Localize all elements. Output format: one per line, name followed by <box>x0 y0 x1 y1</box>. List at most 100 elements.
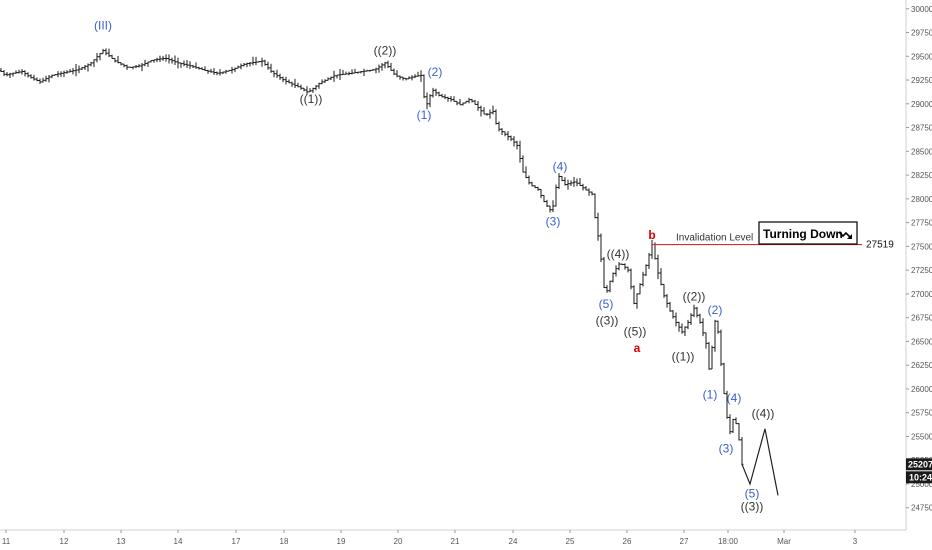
ohlc-bar <box>494 109 498 125</box>
ohlc-bar <box>173 55 177 65</box>
ohlc-bar <box>710 345 714 370</box>
ohlc-bar <box>605 285 609 293</box>
ohlc-bar <box>389 62 393 71</box>
y-tick-label: 25500 <box>911 432 932 441</box>
ohlc-bar <box>152 59 156 63</box>
invalidation-label: Invalidation Level <box>676 233 753 244</box>
ohlc-bars <box>0 48 744 466</box>
ohlc-bar <box>704 332 708 349</box>
y-tick-label: 29750 <box>911 29 932 38</box>
ohlc-bar <box>197 66 201 70</box>
ohlc-bar <box>17 69 21 74</box>
ohlc-bar <box>533 185 537 189</box>
ohlc-bar <box>134 65 138 69</box>
ohlc-bar <box>491 105 495 115</box>
ohlc-bar <box>59 71 63 77</box>
ohlc-bar <box>497 121 501 132</box>
ohlc-bar <box>641 271 645 287</box>
ohlc-bar <box>95 52 99 63</box>
ohlc-bar <box>371 68 375 71</box>
ohlc-bar <box>158 55 162 62</box>
ohlc-bar <box>287 79 291 84</box>
ohlc-bar <box>476 101 480 111</box>
ohlc-bar <box>644 264 648 277</box>
ohlc-bar <box>35 77 39 82</box>
ohlc-bar <box>632 285 636 305</box>
ohlc-bar <box>179 62 183 68</box>
ohlc-bar <box>560 175 564 182</box>
ohlc-bar <box>677 321 681 332</box>
ohlc-bar <box>257 60 261 63</box>
arrow-head-icon <box>847 234 852 239</box>
y-tick-label: 26500 <box>911 337 932 346</box>
ohlc-bar <box>413 74 417 79</box>
ohlc-bar <box>386 60 390 69</box>
y-axis: 2475025000252502550025750260002625026500… <box>905 0 932 530</box>
ohlc-bar <box>680 323 684 334</box>
ohlc-bar <box>125 64 129 70</box>
ohlc-bar <box>659 268 663 286</box>
ohlc-bar <box>515 140 519 150</box>
ohlc-bar <box>311 87 315 93</box>
ohlc-bar <box>140 62 144 72</box>
ohlc-bar <box>638 283 642 295</box>
ohlc-bar <box>614 265 618 277</box>
ohlc-bar <box>191 64 195 68</box>
wave-label: ((3)) <box>741 500 764 514</box>
ohlc-bar <box>584 186 588 191</box>
ohlc-bar <box>404 77 408 81</box>
ohlc-bar <box>332 70 336 82</box>
ohlc-bar <box>233 67 237 73</box>
timer-badge <box>906 471 932 484</box>
wave-label: ((2)) <box>374 43 397 57</box>
ohlc-bar <box>83 64 87 70</box>
ohlc-bar <box>350 69 354 75</box>
y-tick-label: 29250 <box>911 76 932 85</box>
ohlc-bar <box>227 69 231 72</box>
ohlc-bar <box>86 63 90 72</box>
ohlc-bar <box>8 72 12 78</box>
y-tick-label: 27250 <box>911 266 932 275</box>
ohlc-bar <box>626 266 630 273</box>
ohlc-bar <box>383 61 387 69</box>
ohlc-bar <box>455 100 459 106</box>
ohlc-bar <box>50 74 54 79</box>
y-tick-label: 28250 <box>911 171 932 180</box>
ohlc-bar <box>656 254 660 280</box>
y-tick-label: 26250 <box>911 361 932 370</box>
ohlc-bar <box>323 79 327 83</box>
ohlc-bar <box>587 188 591 196</box>
ohlc-bar <box>119 62 123 66</box>
projection-line <box>741 428 779 496</box>
ohlc-bar <box>740 436 744 466</box>
ohlc-bar <box>143 59 147 67</box>
ohlc-bar <box>203 66 207 72</box>
ohlc-bar <box>671 310 675 319</box>
ohlc-bar <box>149 60 153 63</box>
ohlc-bar <box>326 77 330 81</box>
ohlc-bar <box>443 94 447 100</box>
ohlc-bar <box>536 186 540 191</box>
ohlc-bar <box>380 63 384 71</box>
ohlc-bar <box>464 100 468 104</box>
ohlc-bar <box>542 194 546 203</box>
ohlc-bar <box>506 131 510 141</box>
ohlc-bar <box>44 75 48 82</box>
ohlc-bar <box>545 199 549 207</box>
ohlc-bar <box>176 57 180 69</box>
ohlc-bar <box>32 74 36 81</box>
ohlc-bar <box>200 67 204 71</box>
ohlc-bar <box>467 97 471 104</box>
timer-text: 10:24 <box>909 472 932 482</box>
ohlc-bar <box>299 84 303 90</box>
ohlc-bar <box>611 272 615 283</box>
ohlc-bar <box>14 70 18 74</box>
trend-down-icon <box>838 231 852 239</box>
ohlc-bar <box>245 62 249 68</box>
ohlc-bar <box>209 68 213 73</box>
ohlc-bar <box>122 63 126 68</box>
ohlc-bar <box>224 69 228 74</box>
ohlc-bar <box>353 68 357 74</box>
ohlc-bar <box>161 55 165 61</box>
